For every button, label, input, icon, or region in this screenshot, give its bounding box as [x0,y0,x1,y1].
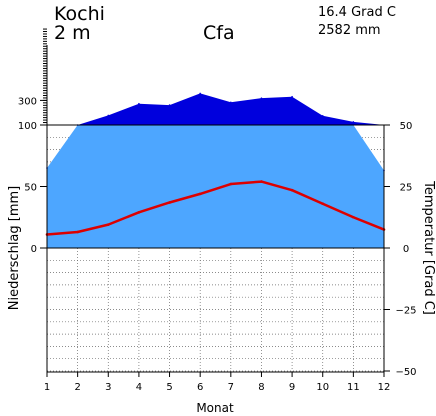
temperature-tick-label: 0 [403,244,409,255]
temperature-point [168,201,171,204]
precipitation-area-dark [47,93,384,125]
temperature-point [260,180,263,183]
x-axis-title: Monat [196,401,234,415]
temperature-point [106,223,110,226]
temperature-series-line [46,180,385,236]
month-tick-label: 6 [197,382,203,393]
temperature-axis-title: Temperatur [Grad C] [421,180,436,315]
month-tick-label: 7 [228,382,234,393]
temperature-point [229,182,233,186]
precipitation-point [199,92,201,95]
temperature-tick-label: −25 [395,306,416,317]
precipitation-point [107,114,110,117]
temperature-point [198,192,202,196]
temperature-point [290,188,294,192]
temperature-line [45,180,386,236]
month-tick-label: 5 [166,382,172,393]
precipitation-tick-label: 0 [31,244,37,255]
annual-mean-temperature: 16.4 Grad C [318,5,396,20]
precipitation-tick-label: 50 [24,183,37,194]
temperature-point [137,211,141,214]
month-tick-label: 3 [105,382,111,393]
temperature-tick-label: −50 [395,367,416,378]
plot-frame [46,45,385,373]
station-elevation: 2 m [54,22,91,44]
precipitation-point [168,104,171,106]
annual-precipitation: 2582 mm [318,23,381,38]
precipitation-point [230,101,232,104]
precipitation-point [260,97,263,99]
temperature-point [352,215,355,219]
climate-classification: Cfa [203,22,235,44]
precipitation-area-light [47,125,384,248]
precipitation-tick-label: 100 [18,121,37,132]
month-tick-label: 10 [316,382,329,393]
precipitation-axis-title: Niederschlag [mm] [7,186,22,311]
month-tick-label: 1 [44,382,50,393]
precipitation-point [291,95,293,98]
month-tick-label: 8 [258,382,264,393]
month-tick-label: 4 [136,382,142,393]
month-tick-label: 12 [378,382,391,393]
month-tick-label: 9 [289,382,295,393]
temperature-point [321,202,325,206]
station-name: Kochi [54,3,105,25]
month-tick-label: 2 [74,382,80,393]
temperature-point [76,230,79,234]
precipitation-area [46,92,385,248]
axis-ticks [40,28,390,377]
temperature-tick-label: 25 [400,183,413,194]
temperature-tick-label: 50 [400,121,413,132]
month-tick-label: 11 [347,382,360,393]
precipitation-point [321,114,324,117]
precipitation-point [138,102,140,105]
precipitation-tick-label: 300 [18,96,37,107]
precipitation-point [352,121,355,123]
